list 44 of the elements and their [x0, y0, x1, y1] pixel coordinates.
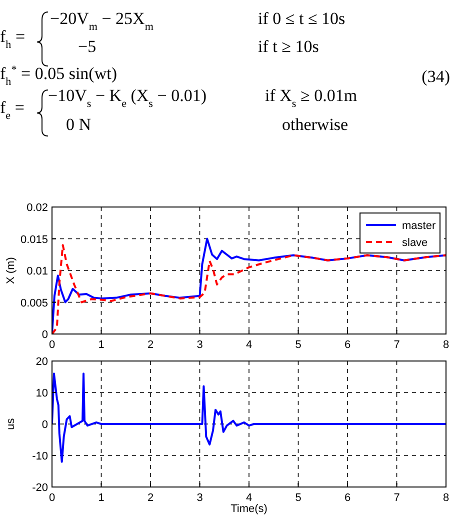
y-tick-label: -20: [32, 482, 48, 494]
x-tick-label: 1: [98, 492, 104, 504]
x-tick-label: 4: [246, 339, 252, 351]
y-tick-label: 20: [36, 356, 48, 368]
x-tick-label: 4: [246, 492, 252, 504]
text: −10V$_{s}$ − K$_{e}$ (X$_{s}$ − 0.01): [48, 86, 206, 110]
text: 0 N: [66, 115, 92, 134]
x-tick-label: 6: [344, 339, 351, 351]
text: (34): [422, 67, 450, 86]
x-tick-label: 3: [196, 492, 203, 504]
text: −5: [78, 37, 96, 56]
legend-label: slave: [402, 237, 428, 249]
x-tick-label: 8: [442, 492, 450, 504]
text: f$_{h}$ =: [0, 27, 26, 51]
y-tick-label: 0.005: [20, 297, 48, 310]
text: otherwise: [282, 115, 348, 134]
x-tick-label: 2: [147, 492, 154, 504]
x-tick-label: 1: [98, 339, 104, 351]
x-tick-label: 2: [147, 339, 154, 351]
text: f$_{e}$ =: [0, 98, 24, 122]
x-tick-label: 8: [442, 339, 450, 351]
y-tick-label: 0.01: [26, 266, 48, 278]
x-axis-title: Time(s): [230, 503, 268, 515]
x-tick-label: 3: [196, 339, 203, 351]
y-tick-label: 10: [36, 388, 48, 400]
line-series: [52, 372, 446, 463]
y-tick-label: 0: [42, 419, 48, 431]
x-tick-label: 6: [344, 492, 351, 504]
y-tick-label: -10: [32, 450, 48, 462]
y-axis-title: us: [5, 418, 17, 430]
x-tick-label: 7: [394, 339, 400, 351]
text: f$_{h}$$^{*}$ = 0.05 sin(wt): [0, 64, 117, 88]
x-tick-label: 5: [295, 492, 302, 504]
y-tick-label: 0.02: [26, 202, 48, 214]
x-tick-label: 7: [394, 492, 400, 504]
y-tick-label: 0: [42, 329, 48, 341]
text: −20V$_{m}$ − 25X$_{m}$: [50, 9, 154, 33]
legend-label: master: [402, 220, 436, 232]
text: if 0 ≤ t ≤ 10s: [258, 9, 346, 28]
text: if X$_{s}$ ≥ 0.01m: [265, 86, 358, 110]
y-axis-title: X (m): [5, 257, 17, 284]
y-tick-label: 0.015: [20, 234, 48, 246]
x-tick-label: 5: [295, 339, 302, 351]
text: if t ≥ 10s: [258, 37, 319, 56]
